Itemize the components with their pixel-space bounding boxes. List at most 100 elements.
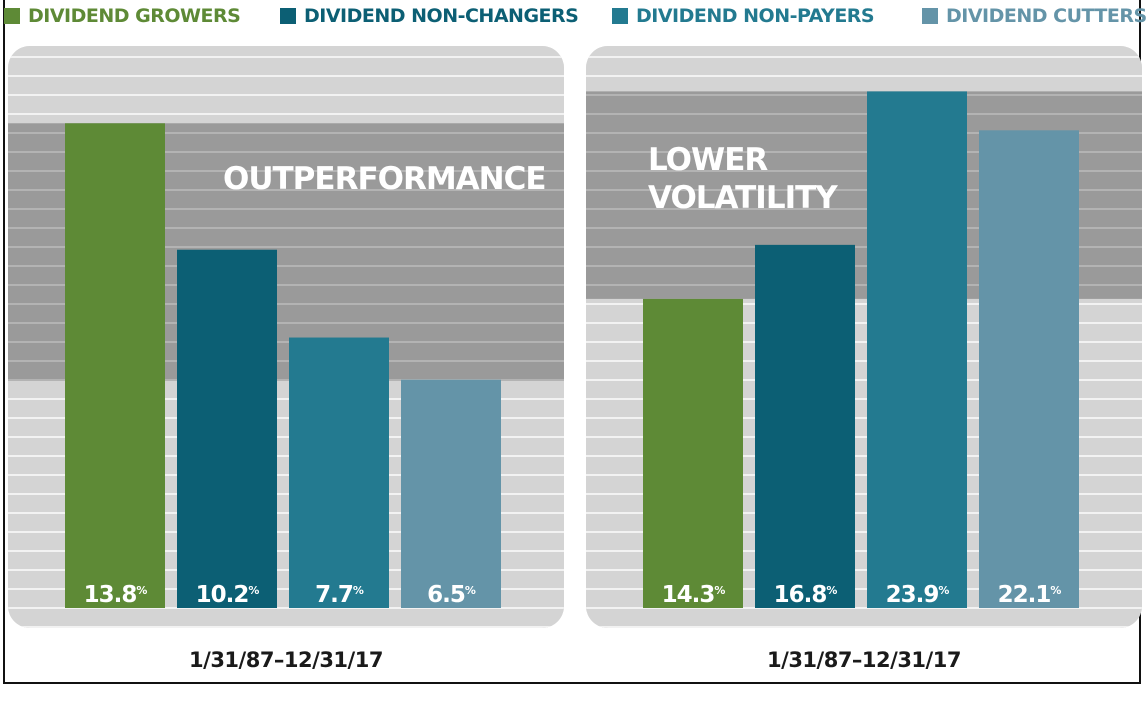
outperformance-value-unit-cutters: % [464,584,476,597]
outperformance-stripe-line [8,94,564,96]
legend-item-non-changers: DIVIDEND NON-CHANGERS [280,5,579,27]
legend-swatch-non-payers [612,8,628,24]
outperformance-value-label-non-changers: 10.2% [177,582,277,608]
volatility-stripe-line [586,626,1142,628]
outperformance-value-label-growers: 13.8% [65,582,165,608]
volatility-value-unit-non-changers: % [826,584,837,597]
volatility-plot [586,46,1142,628]
volatility-stripe-line [586,379,1142,381]
volatility-stripe-line [586,493,1142,495]
outperformance-stripe-line [8,265,564,267]
legend-item-non-payers: DIVIDEND NON-PAYERS [612,5,875,27]
outperformance-stripe-line [8,569,564,571]
outperformance-stripe-line [8,284,564,286]
outperformance-stripe-line [8,531,564,533]
volatility-stripe-line [586,341,1142,343]
outperformance-stripe-line [8,379,564,381]
outperformance-stripe-line [8,151,564,153]
outperformance-title: OUTPERFORMANCE [223,161,547,197]
volatility-stripe-line [586,227,1142,229]
outperformance-panel: OUTPERFORMANCE 13.8% 10.2% 7.7% 6.5% [8,46,564,628]
outperformance-value-number-growers: 13.8 [83,582,138,608]
volatility-stripe-line [586,303,1142,305]
outperformance-stripe-line [8,132,564,134]
outperformance-value-unit-non-changers: % [248,584,259,597]
volatility-stripe-line [586,113,1142,115]
outperformance-stripe-line [8,113,564,115]
legend-item-growers: DIVIDEND GROWERS [4,5,241,27]
volatility-value-unit-cutters: % [1050,584,1061,597]
volatility-stripe-line [586,588,1142,590]
outperformance-value-label-cutters: 6.5% [401,582,501,608]
legend-label-cutters: DIVIDEND CUTTERS [946,5,1147,27]
volatility-title: LOWER VOLATILITY [648,141,838,217]
outperformance-stripe-line [8,341,564,343]
legend: DIVIDEND GROWERS DIVIDEND NON-CHANGERS D… [4,2,1147,32]
volatility-value-number-non-changers: 16.8 [773,582,828,608]
outperformance-stripe-line [8,322,564,324]
volatility-value-unit-growers: % [714,584,725,597]
outperformance-bar-growers [65,123,165,609]
outperformance-value-unit-growers: % [136,584,147,597]
volatility-value-label-growers: 14.3% [643,582,743,608]
volatility-stripe-line [586,94,1142,96]
volatility-bar-cutters [979,130,1079,609]
outperformance-stripe-line [8,398,564,400]
volatility-stripe-line [586,265,1142,267]
volatility-stripe-line [586,360,1142,362]
volatility-stripe-line [586,417,1142,419]
outperformance-stripe-line [8,246,564,248]
volatility-panel: LOWER VOLATILITY 14.3% 16.8% 23.9% 22.1% [586,46,1142,628]
outperformance-plot [8,46,564,628]
volatility-stripe-line [586,436,1142,438]
outperformance-value-number-non-payers: 7.7 [315,582,354,608]
outperformance-stripe-line [8,512,564,514]
outperformance-bar-non-payers [289,337,389,608]
outperformance-stripe-line [8,550,564,552]
volatility-stripe-line [586,531,1142,533]
volatility-stripe-line [586,246,1142,248]
legend-label-non-changers: DIVIDEND NON-CHANGERS [304,5,579,27]
volatility-stripe-line [586,189,1142,191]
volatility-stripe-line [586,284,1142,286]
volatility-stripe-line [586,322,1142,324]
volatility-stripe-line [586,569,1142,571]
legend-item-cutters: DIVIDEND CUTTERS [922,5,1147,27]
volatility-title-line-2: VOLATILITY [648,180,838,216]
volatility-stripe-line [586,474,1142,476]
volatility-stripe-line [586,398,1142,400]
volatility-stripe-line [586,151,1142,153]
outperformance-value-number-cutters: 6.5 [427,582,466,608]
volatility-stripe-line [586,75,1142,77]
outperformance-stripe-line [8,75,564,77]
volatility-stripe-line [586,550,1142,552]
outperformance-stripe-line [8,208,564,210]
outperformance-stripe-line [8,626,564,628]
volatility-stripes [586,56,1142,628]
outperformance-stripe-line [8,303,564,305]
volatility-bar-non-payers [867,91,967,608]
volatility-bar-non-changers [755,244,855,608]
volatility-stripe-line [586,455,1142,457]
outperformance-stripe-line [8,436,564,438]
outperformance-stripe-line [8,360,564,362]
volatility-date-range: 1/31/87–12/31/17 [767,648,961,672]
volatility-stripe-line [586,607,1142,609]
legend-swatch-growers [4,8,20,24]
volatility-stripe-line [586,132,1142,134]
outperformance-stripe-line [8,607,564,609]
outperformance-stripe-line [8,588,564,590]
legend-swatch-non-changers [280,8,296,24]
outperformance-stripe-line [8,493,564,495]
outperformance-bar-cutters [401,379,501,608]
volatility-value-label-non-payers: 23.9% [867,582,967,608]
legend-label-non-payers: DIVIDEND NON-PAYERS [636,5,875,27]
outperformance-stripe-line [8,56,564,58]
outperformance-date-range: 1/31/87–12/31/17 [189,648,383,672]
outperformance-bar-non-changers [177,249,277,608]
outperformance-stripe-line [8,227,564,229]
outperformance-stripe-line [8,455,564,457]
volatility-value-number-cutters: 22.1 [997,582,1052,608]
outperformance-value-number-non-changers: 10.2 [195,582,250,608]
volatility-stripe-line [586,56,1142,58]
